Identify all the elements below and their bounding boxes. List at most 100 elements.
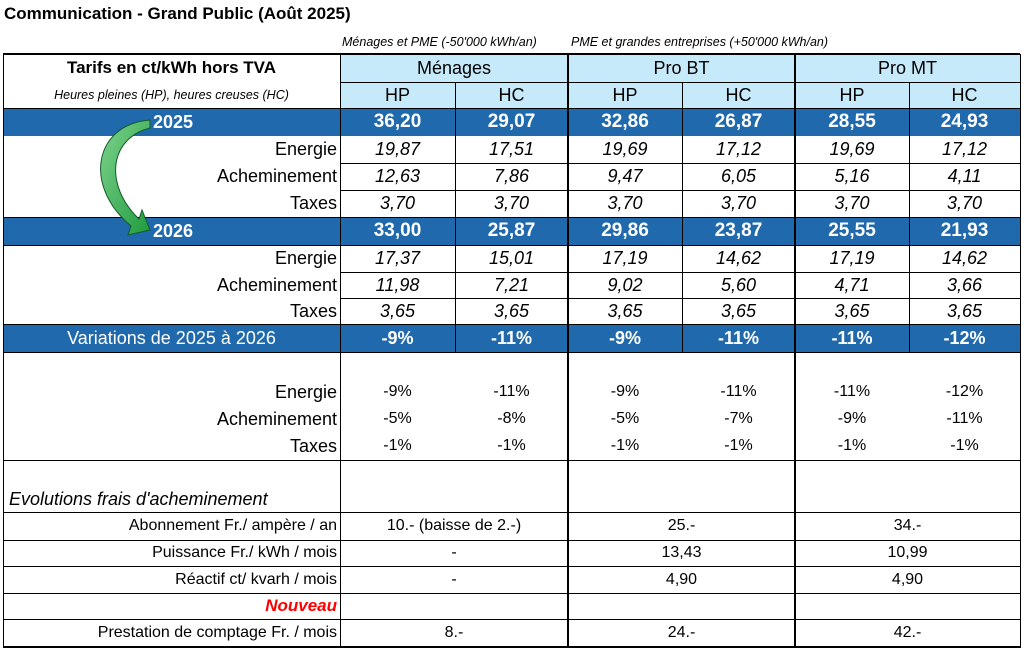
- year2026-total: 23,87: [682, 217, 795, 245]
- column-header: HC: [951, 84, 978, 105]
- divider: [340, 163, 1020, 164]
- year2026-value: 3,65: [607, 300, 643, 321]
- year2025-value: 17,12: [941, 139, 988, 159]
- year2026-value: 11,98: [375, 274, 420, 295]
- page-title: Communication - Grand Public (Août 2025): [4, 4, 351, 23]
- divider: [3, 540, 1020, 541]
- variation-value: -9%: [383, 383, 412, 400]
- variation-total: -11%: [455, 324, 568, 352]
- new-badge: Nouveau: [265, 596, 337, 615]
- variation-row-label: Acheminement: [216, 408, 337, 429]
- divider: [3, 512, 1020, 513]
- year2026-value: 4,71: [834, 274, 870, 295]
- fee-value: 24.-: [667, 624, 696, 641]
- year2026-value: 5,60: [720, 274, 757, 295]
- year2025-value: 19,69: [602, 139, 648, 159]
- divider: [3, 646, 1020, 648]
- fee-value: 25.-: [667, 517, 696, 534]
- variation-row-label: Energie: [274, 381, 337, 402]
- year2025-value: 3,70: [607, 193, 643, 213]
- year2025-label: 2025: [3, 108, 340, 136]
- year2026-value: 14,62: [715, 248, 762, 268]
- divider: [909, 82, 910, 352]
- year2026-row-label: Energie: [274, 248, 337, 268]
- variations-label: Variations de 2025 à 2026: [3, 324, 340, 352]
- variation-total: -9%: [568, 324, 682, 352]
- variation-value: -5%: [610, 410, 640, 427]
- year2026-value: 7,21: [493, 274, 530, 295]
- divider: [3, 217, 1020, 218]
- variation-value: -1%: [950, 437, 979, 454]
- divider: [340, 54, 341, 648]
- fee-value: 10,99: [887, 544, 928, 561]
- divider: [3, 53, 1020, 55]
- fee-value: -: [451, 570, 457, 588]
- variation-total: -12%: [909, 324, 1020, 352]
- year2026-value: 3,65: [379, 300, 416, 321]
- fee-value: -: [451, 544, 457, 561]
- variation-value: -1%: [724, 437, 753, 454]
- divider: [1020, 54, 1021, 648]
- divider: [3, 54, 4, 648]
- year2025-value: 4,11: [947, 166, 982, 186]
- year2025-value: 3,70: [720, 193, 757, 213]
- variation-value: -8%: [497, 410, 526, 427]
- divider: [340, 82, 1020, 83]
- year2026-total: 21,93: [909, 217, 1020, 245]
- year2025-row-label: Acheminement: [216, 166, 337, 186]
- year2026-value: 9,02: [607, 274, 643, 295]
- variation-total: -11%: [795, 324, 909, 352]
- year2026-value: 14,62: [941, 248, 988, 268]
- year2026-label: 2026: [3, 217, 340, 245]
- year2025-value: 9,47: [607, 166, 643, 186]
- year2025-value: 12,63: [374, 166, 421, 186]
- fee-row-label: Réactif ct/ kvarh / mois: [175, 570, 337, 588]
- year2026-value: 3,66: [946, 274, 983, 295]
- year2026-value: 3,65: [946, 300, 983, 321]
- fee-value: 4,90: [891, 570, 924, 588]
- year2026-total: 25,55: [795, 217, 909, 245]
- year2025-total: 26,87: [682, 108, 795, 136]
- note-large-consumers: PME et grandes entreprises (+50'000 kWh/…: [571, 35, 829, 49]
- variation-value: -1%: [837, 437, 867, 454]
- variation-value: -12%: [945, 383, 984, 400]
- fee-value: 10.- (baisse de 2.-): [386, 517, 522, 534]
- column-header: HP: [839, 84, 865, 105]
- column-header: HC: [725, 84, 752, 105]
- header-background: [340, 54, 1020, 108]
- year2025-value: 6,05: [720, 166, 757, 186]
- divider: [682, 82, 683, 352]
- divider: [3, 619, 1020, 620]
- divider: [340, 298, 1020, 299]
- year2026-value: 17,37: [374, 248, 421, 268]
- year2026-total: 25,87: [455, 217, 568, 245]
- year2026-value: 3,65: [834, 300, 870, 321]
- year2026-row-label: Taxes: [289, 300, 337, 321]
- fee-value: 4,90: [665, 570, 698, 588]
- year2025-total: 36,20: [340, 108, 455, 136]
- fee-row-label: Puissance Fr./ kWh / mois: [152, 544, 337, 561]
- variation-value: -11%: [493, 383, 530, 400]
- divider: [3, 566, 1020, 567]
- year2025-row-label: Taxes: [289, 193, 337, 213]
- variation-value: -1%: [497, 437, 526, 454]
- year2025-total: 32,86: [568, 108, 682, 136]
- year2025-value: 19,69: [829, 139, 875, 159]
- group-header: Pro BT: [653, 57, 710, 78]
- divider: [455, 82, 456, 352]
- fee-value: 42.-: [893, 624, 922, 641]
- year2025-value: 3,70: [493, 193, 530, 213]
- year2025-total: 28,55: [795, 108, 909, 136]
- divider: [3, 245, 1020, 246]
- variation-value: -1%: [383, 437, 412, 454]
- variation-value: -11%: [946, 410, 983, 427]
- year2025-row-label: Energie: [274, 139, 337, 159]
- divider: [3, 593, 1020, 594]
- divider: [340, 190, 1020, 191]
- header-sub-label: Heures pleines (HP), heures creuses (HC): [54, 88, 289, 102]
- group-header: Ménages: [416, 57, 492, 78]
- column-header: HC: [498, 84, 525, 105]
- divider: [3, 352, 1020, 353]
- divider: [3, 108, 1020, 109]
- year2025-value: 3,70: [379, 193, 416, 213]
